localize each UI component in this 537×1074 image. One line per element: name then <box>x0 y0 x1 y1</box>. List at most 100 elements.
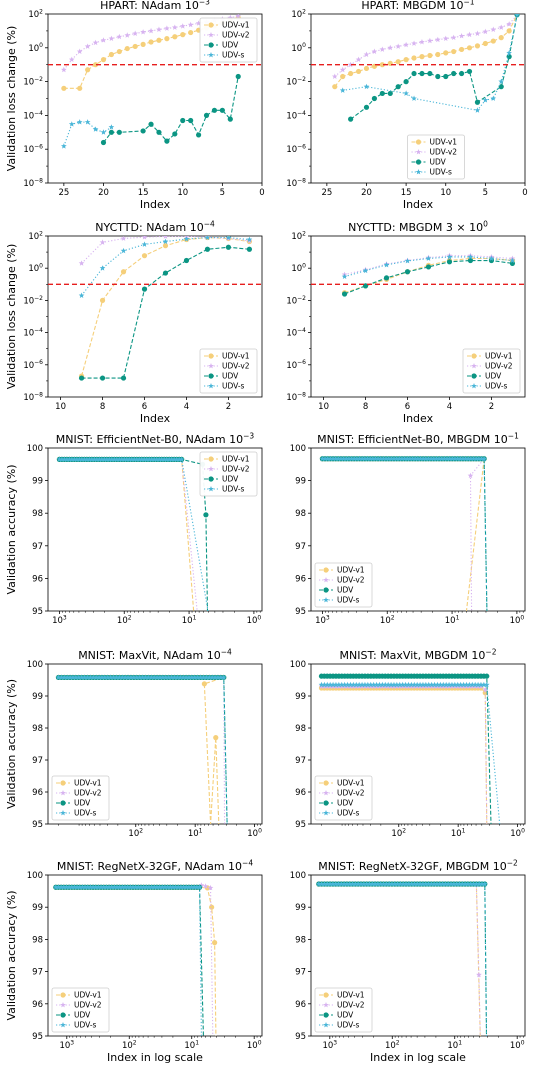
data-point-udv-v2 <box>454 683 461 689</box>
data-point-udv-v1 <box>435 51 441 58</box>
data-point-udv-s <box>348 455 355 462</box>
data-point-udv-v1 <box>100 57 107 63</box>
data-point-udv-v1 <box>162 243 169 249</box>
chart-panel-8: MNIST: MaxVit, MBGDM 10−2 95 96 97 98 99 100 10… <box>290 647 526 839</box>
y-tick-label: 96 <box>295 574 306 584</box>
data-point-udv-s <box>319 455 326 462</box>
data-point-udv <box>180 117 186 124</box>
legend-item-udv-v1: UDV-v1 <box>319 566 365 575</box>
data-point-udv <box>60 1012 66 1018</box>
data-point-udv-s <box>428 881 435 887</box>
y-axis-label: Validation loss change (%) <box>5 26 18 172</box>
data-point-udv <box>427 70 433 77</box>
data-point-udv <box>140 128 146 134</box>
y-tick-label: 98 <box>32 724 43 734</box>
data-point-udv-v2 <box>446 683 452 689</box>
data-point-udv-v2 <box>471 363 477 369</box>
data-point-udv-s <box>324 455 331 462</box>
data-point-udv-v2 <box>387 44 394 51</box>
legend-label: UDV-s <box>337 809 360 818</box>
data-point-udv-s <box>446 455 453 462</box>
data-point-udv-s <box>391 681 397 688</box>
data-point-udv-s <box>437 681 444 688</box>
data-point-udv-s <box>56 456 63 462</box>
data-point-udv-v1 <box>92 62 99 68</box>
data-point-udv-s <box>408 881 415 887</box>
data-point-udv-v2 <box>420 683 426 689</box>
data-point-udv-v1 <box>164 36 170 42</box>
series-line-udv-v2 <box>63 15 239 71</box>
legend-label: UDV <box>222 475 239 484</box>
data-point-udv-s <box>128 674 134 680</box>
data-point-udv-s <box>365 681 371 688</box>
data-point-udv-s <box>196 884 203 890</box>
y-tick-label: 95 <box>295 1032 306 1042</box>
data-point-udv-s <box>186 884 192 890</box>
data-point-udv-s <box>81 674 88 680</box>
legend-item-udv-v2: UDV-v2 <box>204 31 250 40</box>
legend-item-udv-v2: UDV-v2 <box>467 362 513 371</box>
legend-item-udv-s: UDV-s <box>204 382 245 391</box>
legend-label: UDV-v1 <box>74 991 102 1000</box>
x-axis-label: Index <box>403 412 434 425</box>
data-point-udv-s <box>330 881 336 887</box>
data-point-udv-s <box>425 455 432 462</box>
x-tick-label: 102 <box>385 1039 400 1051</box>
legend-label: UDV-v1 <box>337 779 365 788</box>
data-point-udv-s <box>456 881 463 887</box>
data-point-udv-v2 <box>443 683 450 689</box>
data-point-udv-s <box>339 87 346 93</box>
data-point-udv-s <box>446 681 452 688</box>
data-point-udv-s <box>209 674 216 680</box>
y-tick-label: 102 <box>291 230 306 242</box>
data-point-udv-v1 <box>116 48 122 55</box>
data-point-udv-v2 <box>344 683 351 689</box>
data-point-udv-s <box>203 674 210 680</box>
data-point-udv-s <box>385 681 392 688</box>
data-point-udv-s <box>121 456 128 462</box>
data-point-udv-s <box>200 674 207 680</box>
data-point-udv-v2 <box>359 683 365 689</box>
y-tick-label: 10−4 <box>23 110 43 122</box>
data-point-udv-s <box>343 455 350 462</box>
data-point-udv <box>404 269 411 275</box>
x-tick-label: 100 <box>247 827 262 839</box>
data-point-udv-v2 <box>339 66 346 73</box>
data-point-udv <box>211 107 218 113</box>
x-tick-label: 8 <box>100 402 105 412</box>
data-point-udv-s <box>469 681 476 688</box>
y-tick-label: 10−6 <box>23 144 43 156</box>
data-point-udv-s <box>135 884 142 890</box>
y-tick-label: 96 <box>32 788 43 798</box>
data-point-udv-v2 <box>353 683 360 689</box>
legend-label: UDV-v2 <box>337 576 365 585</box>
data-point-udv-v2 <box>331 73 338 79</box>
chart-panel-6: MNIST: EfficientNet-B0, MBGDM 10−1 95 96 97… <box>290 431 526 626</box>
data-point-udv-s <box>362 267 369 274</box>
data-point-udv-s <box>460 455 466 462</box>
data-point-udv-s <box>481 455 488 462</box>
legend-label: UDV <box>74 1011 91 1020</box>
data-point-udv-v2 <box>78 260 85 266</box>
legend-item-udv-v2: UDV-v2 <box>204 465 250 474</box>
data-point-udv-s <box>315 881 322 887</box>
data-point-udv-v1 <box>60 780 66 786</box>
data-point-udv-s <box>93 456 100 462</box>
x-tick-label: 5 <box>483 188 488 198</box>
data-point-udv-s <box>377 455 384 462</box>
data-point-udv-s <box>327 455 334 462</box>
data-point-udv-s <box>409 455 416 462</box>
data-point-udv-s <box>66 884 72 890</box>
data-point-udv-v2 <box>347 61 354 68</box>
legend-label: UDV-v2 <box>222 465 250 474</box>
data-point-udv-s <box>399 681 406 688</box>
data-point-udv-s <box>218 674 224 680</box>
data-point-udv <box>446 259 453 265</box>
y-axis-label: Validation accuracy (%) <box>5 679 18 809</box>
data-point-udv-v2 <box>434 36 441 43</box>
data-point-udv <box>323 1012 329 1018</box>
data-point-udv-s <box>439 881 446 887</box>
data-point-udv-s <box>475 681 481 688</box>
data-point-udv-s <box>104 674 111 680</box>
